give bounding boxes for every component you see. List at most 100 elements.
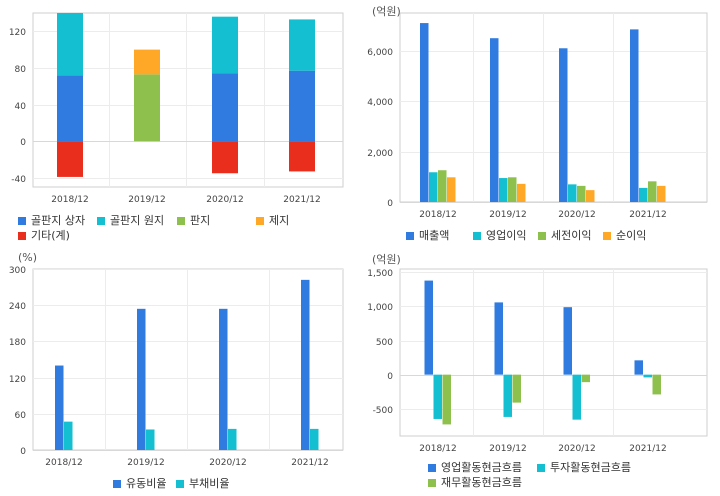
- legend-label: 기타(계): [31, 229, 70, 242]
- bar: [503, 374, 512, 417]
- legend-item[interactable]: 재무활동현금흐름: [428, 476, 522, 489]
- x-tick-label: 2021/12: [629, 444, 666, 454]
- bar: [146, 429, 155, 450]
- bar: [490, 38, 499, 203]
- y-tick-label: 1,000: [367, 303, 393, 313]
- bar: [420, 23, 429, 202]
- y-tick-label: 500: [376, 338, 393, 348]
- legend-item[interactable]: 골판지 원지: [97, 214, 164, 227]
- chart-panel-4: (억원) -500 0 500 1,000 1,500 2018/12 2019/12 202…: [360, 248, 720, 496]
- bar: [634, 360, 643, 375]
- bar: [57, 75, 83, 142]
- legend-label: 매출액: [419, 229, 450, 242]
- plot-frame: [399, 268, 708, 437]
- legend-label: 영업활동현금흐름: [441, 461, 522, 474]
- bar: [219, 308, 228, 450]
- bar: [508, 177, 517, 202]
- x-tick-label: 2019/12: [128, 195, 165, 205]
- x-tick-label: 2018/12: [45, 458, 82, 468]
- y-tick-label: 80: [15, 65, 27, 75]
- y-tick-label: 1,500: [367, 269, 393, 279]
- legend-swatch: [406, 232, 414, 240]
- chart-2-plot: 0 2,000 4,000 6,000 2018/12 2019/12 2020/12 202…: [367, 12, 708, 220]
- y-tick-label: 120: [9, 375, 26, 385]
- legend-swatch: [97, 217, 105, 225]
- legend-label: 골판지 상자: [31, 214, 86, 227]
- legend-label: 판지: [190, 214, 211, 227]
- bar: [643, 374, 652, 378]
- bar: [577, 185, 586, 202]
- legend-swatch: [428, 464, 436, 472]
- bar: [137, 308, 146, 450]
- chart-4-unit: (억원): [372, 253, 401, 266]
- legend-label: 순이익: [616, 229, 647, 242]
- legend-swatch: [18, 217, 26, 225]
- legend-item[interactable]: 제지: [256, 214, 289, 227]
- legend-item[interactable]: 매출액: [406, 229, 449, 242]
- bar: [648, 181, 657, 202]
- bar: [289, 70, 315, 142]
- legend-item[interactable]: 영업이익: [473, 229, 526, 242]
- legend-item[interactable]: 판지: [177, 214, 210, 227]
- bar: [134, 49, 160, 75]
- y-tick-label: 240: [9, 302, 26, 312]
- y-tick-label: 2,000: [367, 149, 393, 159]
- bar: [212, 141, 238, 174]
- bar: [289, 141, 315, 172]
- chart-4-plot: -500 0 500 1,000 1,500 2018/12 2019/12 2020/12 2…: [367, 268, 708, 454]
- bar: [212, 73, 238, 142]
- legend-swatch: [473, 232, 481, 240]
- legend-label: 영업이익: [486, 229, 527, 242]
- bar: [568, 184, 577, 202]
- chart-panel-2: (억원) 0 2,000 4,000 6,000 2018/12 2019/12 2020/…: [360, 0, 720, 248]
- y-tick-label: 0: [387, 199, 393, 209]
- chart-3-unit: (%): [18, 251, 38, 264]
- legend-item[interactable]: 투자활동현금흐름: [537, 461, 631, 474]
- y-tick-label: 180: [9, 338, 26, 348]
- y-tick-label: 6,000: [367, 48, 393, 58]
- bar: [494, 302, 503, 375]
- bar: [438, 170, 447, 202]
- x-tick-label: 2020/12: [558, 444, 595, 454]
- legend-item[interactable]: 세전이익: [538, 229, 591, 242]
- y-tick-label: 40: [15, 102, 27, 112]
- legend-label: 부채비율: [189, 477, 230, 490]
- bar: [499, 178, 508, 202]
- legend-item[interactable]: 영업활동현금흐름: [428, 461, 522, 474]
- x-tick-label: 2019/12: [489, 210, 526, 220]
- y-tick-label: 0: [20, 447, 26, 457]
- chart-panel-3: (%) 0 60 120 180 240 300 2018/12 2019/12 2020/12…: [0, 248, 360, 496]
- y-tick-label: 0: [20, 138, 26, 148]
- legend-item[interactable]: 순이익: [603, 229, 646, 242]
- legend-item[interactable]: 부채비율: [176, 477, 229, 490]
- legend-item[interactable]: 골판지 상자: [18, 214, 85, 227]
- legend-item[interactable]: 유동비율: [113, 477, 166, 490]
- bar: [581, 374, 590, 383]
- chart-2-unit: (억원): [372, 5, 401, 18]
- chart-1-plot: -40 0 40 80 120 2018/12 2019/12 2020/12 2021/12: [9, 12, 344, 205]
- bar: [424, 280, 433, 375]
- bar: [517, 183, 526, 202]
- y-tick-label: -500: [373, 406, 394, 416]
- bar: [442, 374, 451, 425]
- x-tick-label: 2018/12: [419, 210, 456, 220]
- legend-swatch: [18, 232, 26, 240]
- legend-label: 세전이익: [551, 229, 592, 242]
- bar: [64, 421, 73, 450]
- y-tick-label: 300: [9, 266, 26, 276]
- x-tick-label: 2021/12: [283, 195, 320, 205]
- y-tick-label: -40: [11, 175, 26, 185]
- bar: [228, 428, 237, 450]
- y-tick-label: 4,000: [367, 98, 393, 108]
- chart-3-plot: 0 60 120 180 240 300 2018/12 2019/12 2020/12 2021…: [9, 266, 344, 468]
- legend-item[interactable]: 기타(계): [18, 229, 70, 242]
- bar: [586, 190, 595, 202]
- legend-swatch: [113, 480, 121, 488]
- y-tick-label: 0: [387, 372, 393, 382]
- x-tick-label: 2021/12: [629, 210, 666, 220]
- x-tick-label: 2018/12: [419, 444, 456, 454]
- bar: [55, 365, 64, 450]
- legend-label: 유동비율: [126, 477, 167, 490]
- bar: [639, 187, 648, 202]
- x-tick-label: 2021/12: [291, 458, 328, 468]
